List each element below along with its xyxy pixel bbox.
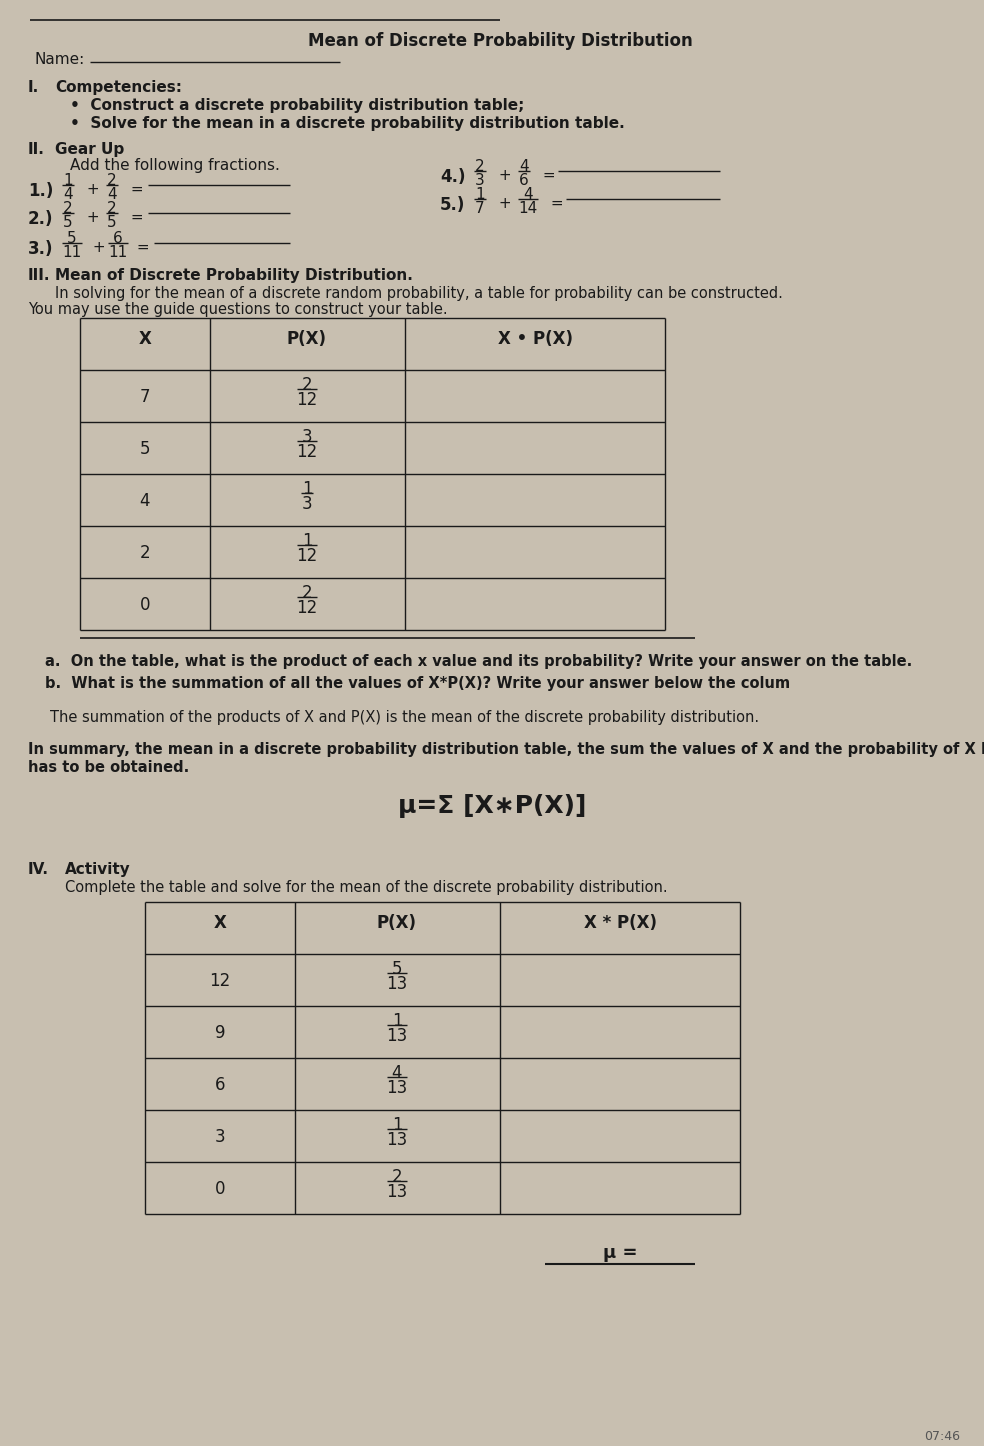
Text: +: + xyxy=(82,182,104,197)
Text: Add the following fractions.: Add the following fractions. xyxy=(70,158,279,174)
Text: 13: 13 xyxy=(387,1027,407,1044)
Text: 5: 5 xyxy=(140,440,151,458)
Text: 4: 4 xyxy=(520,159,528,174)
Text: 5: 5 xyxy=(67,231,77,246)
Text: 3: 3 xyxy=(302,428,312,445)
Text: has to be obtained.: has to be obtained. xyxy=(28,761,189,775)
Text: P(X): P(X) xyxy=(377,914,417,933)
Text: Gear Up: Gear Up xyxy=(55,142,124,158)
Text: Mean of Discrete Probability Distribution: Mean of Discrete Probability Distributio… xyxy=(308,32,693,51)
Text: 3: 3 xyxy=(302,495,312,512)
Text: 0: 0 xyxy=(140,596,151,615)
Text: In summary, the mean in a discrete probability distribution table, the sum the v: In summary, the mean in a discrete proba… xyxy=(28,742,984,758)
Text: X: X xyxy=(139,330,152,348)
Text: 2: 2 xyxy=(302,376,312,393)
Text: 9: 9 xyxy=(215,1024,225,1043)
Text: 2: 2 xyxy=(107,174,117,188)
Text: Activity: Activity xyxy=(65,862,131,878)
Text: 2: 2 xyxy=(475,159,485,174)
Text: =: = xyxy=(546,197,569,211)
Text: +: + xyxy=(494,197,517,211)
Text: 3: 3 xyxy=(475,172,485,188)
Text: 1: 1 xyxy=(63,174,73,188)
Text: 5: 5 xyxy=(63,214,73,230)
Text: The summation of the products of X and P(X) is the mean of the discrete probabil: The summation of the products of X and P… xyxy=(50,710,759,724)
Text: 4: 4 xyxy=(63,187,73,201)
Text: b.  What is the summation of all the values of X*P(X)? Write your answer below t: b. What is the summation of all the valu… xyxy=(45,675,790,691)
Text: X • P(X): X • P(X) xyxy=(498,330,573,348)
Text: 6: 6 xyxy=(113,231,123,246)
Text: +: + xyxy=(494,168,517,184)
Text: •  Solve for the mean in a discrete probability distribution table.: • Solve for the mean in a discrete proba… xyxy=(70,116,625,132)
Text: In solving for the mean of a discrete random probability, a table for probabilit: In solving for the mean of a discrete ra… xyxy=(55,286,783,301)
Text: 4: 4 xyxy=(107,187,117,201)
Text: 12: 12 xyxy=(210,972,230,991)
Text: 12: 12 xyxy=(296,442,318,461)
Text: 4: 4 xyxy=(140,492,151,510)
Text: III.: III. xyxy=(28,268,50,283)
Text: 12: 12 xyxy=(296,390,318,409)
Text: Name:: Name: xyxy=(35,52,86,67)
Text: 4: 4 xyxy=(392,1064,402,1082)
Text: 13: 13 xyxy=(387,1131,407,1148)
Text: •  Construct a discrete probability distribution table;: • Construct a discrete probability distr… xyxy=(70,98,524,113)
Text: I.: I. xyxy=(28,80,39,95)
Text: II.: II. xyxy=(28,142,45,158)
Text: 2.): 2.) xyxy=(28,210,53,228)
Text: 6: 6 xyxy=(520,172,528,188)
Text: Mean of Discrete Probability Distribution.: Mean of Discrete Probability Distributio… xyxy=(55,268,413,283)
Text: 4: 4 xyxy=(523,187,532,202)
Text: You may use the guide questions to construct your table.: You may use the guide questions to const… xyxy=(28,302,448,317)
Text: 1: 1 xyxy=(475,187,485,202)
Text: P(X): P(X) xyxy=(287,330,327,348)
Text: 11: 11 xyxy=(62,244,82,259)
Text: X * P(X): X * P(X) xyxy=(584,914,656,933)
Text: 5.): 5.) xyxy=(440,197,465,214)
Text: =: = xyxy=(126,210,149,226)
Text: 12: 12 xyxy=(296,547,318,564)
Text: 2: 2 xyxy=(302,584,312,602)
Text: Competencies:: Competencies: xyxy=(55,80,182,95)
Text: 14: 14 xyxy=(519,201,537,215)
Text: 2: 2 xyxy=(107,201,117,215)
Text: Complete the table and solve for the mean of the discrete probability distributi: Complete the table and solve for the mea… xyxy=(65,881,667,895)
Text: 13: 13 xyxy=(387,1079,407,1096)
Text: 13: 13 xyxy=(387,1183,407,1200)
Text: 4.): 4.) xyxy=(440,168,465,187)
Text: 1: 1 xyxy=(302,532,312,549)
Text: 1: 1 xyxy=(392,1116,402,1134)
Text: +: + xyxy=(82,210,104,226)
Text: IV.: IV. xyxy=(28,862,49,878)
Text: 12: 12 xyxy=(296,599,318,616)
Text: X: X xyxy=(214,914,226,933)
Text: μ=Σ [X∗P(X)]: μ=Σ [X∗P(X)] xyxy=(398,794,586,818)
Text: 3: 3 xyxy=(215,1128,225,1147)
Text: 5: 5 xyxy=(107,214,117,230)
Text: =: = xyxy=(126,182,149,197)
Text: 11: 11 xyxy=(108,244,128,259)
Text: =: = xyxy=(538,168,561,184)
Text: 3.): 3.) xyxy=(28,240,53,257)
Text: 2: 2 xyxy=(63,201,73,215)
Text: 2: 2 xyxy=(140,544,151,562)
Text: 07:46: 07:46 xyxy=(924,1430,960,1443)
Text: 7: 7 xyxy=(140,388,151,406)
Text: 1: 1 xyxy=(392,1012,402,1030)
Text: 13: 13 xyxy=(387,975,407,992)
Text: +: + xyxy=(88,240,110,254)
Text: 6: 6 xyxy=(215,1076,225,1095)
Text: 7: 7 xyxy=(475,201,485,215)
Text: a.  On the table, what is the product of each x value and its probability? Write: a. On the table, what is the product of … xyxy=(45,654,912,669)
Text: 5: 5 xyxy=(392,960,402,977)
Text: =: = xyxy=(132,240,154,254)
Text: μ =: μ = xyxy=(603,1244,638,1262)
Text: 1.): 1.) xyxy=(28,182,53,200)
Text: 1: 1 xyxy=(302,480,312,497)
Text: 2: 2 xyxy=(392,1168,402,1186)
Text: 0: 0 xyxy=(215,1180,225,1197)
